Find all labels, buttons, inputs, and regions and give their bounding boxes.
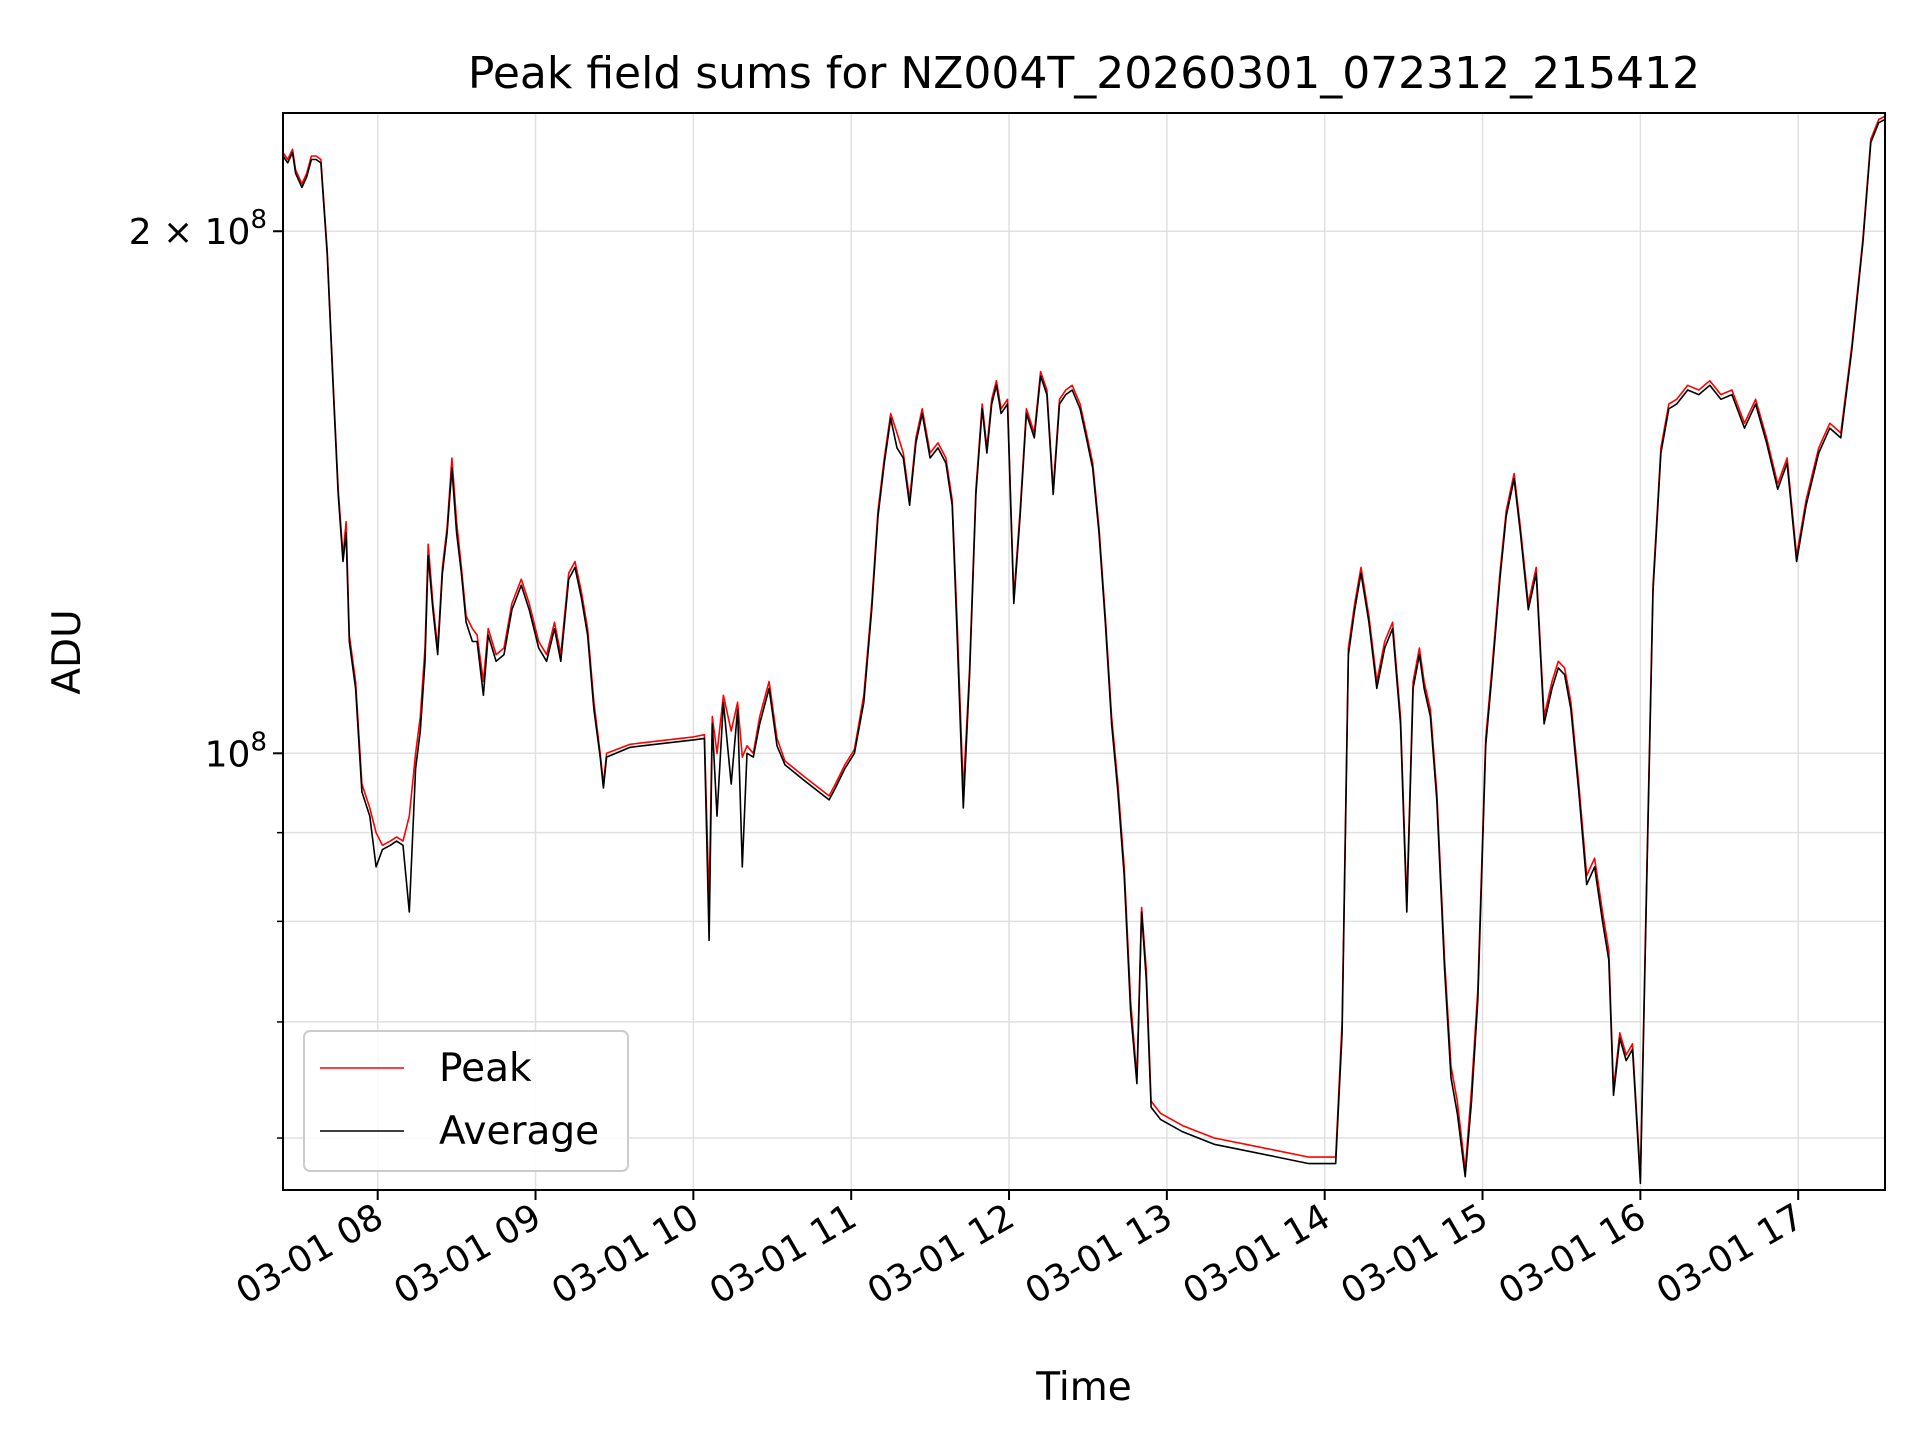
grid	[283, 113, 1885, 1190]
legend-label-peak: Peak	[439, 1046, 532, 1091]
plot-frame	[282, 112, 1886, 1191]
series-layer	[283, 115, 1885, 1185]
legend: Peak Average	[303, 1030, 629, 1172]
x-axis-label: Time	[1035, 1365, 1131, 1410]
series-line-average	[283, 118, 1885, 1185]
legend-label-average: Average	[439, 1109, 599, 1154]
chart-title: Peak field sums for NZ004T_20260301_0723…	[468, 48, 1700, 99]
legend-box	[303, 1030, 629, 1172]
y-axis-label: ADU	[45, 609, 90, 694]
y-tick-label: 108	[205, 727, 267, 775]
y-tick-label: 2 × 108	[129, 205, 267, 253]
